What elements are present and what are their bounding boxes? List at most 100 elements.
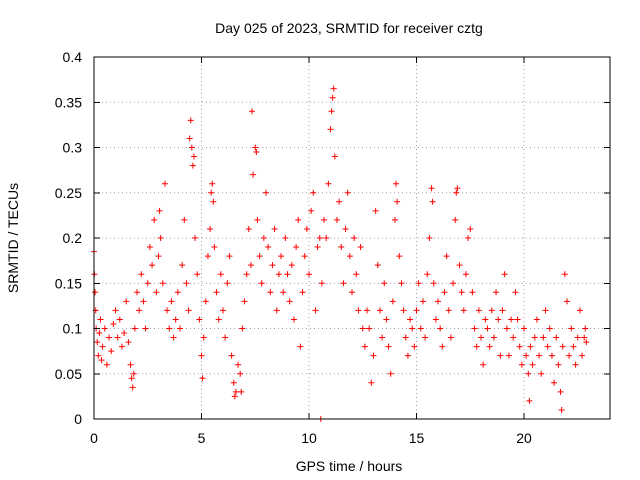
data-point [256,253,263,260]
data-point [235,361,242,368]
data-point [456,262,463,269]
data-point [172,316,179,323]
data-point [366,325,373,332]
y-tick-label: 0.2 [63,230,83,246]
data-point [142,325,149,332]
data-point [293,244,300,251]
x-tick-labels: 0 5 10 15 20 [90,430,532,446]
data-point [258,280,265,287]
data-point [310,189,317,196]
data-point [297,343,304,350]
data-point [523,352,530,359]
data-point [136,307,143,314]
data-point [155,253,162,260]
data-point [368,379,375,386]
data-point [106,334,113,341]
data-point [157,235,164,241]
data-point [211,244,218,251]
data-point [508,316,515,323]
data-point [271,225,278,232]
data-point [170,334,177,341]
data-point [533,316,540,323]
y-tick-label: 0 [74,411,82,427]
data-point [325,180,332,187]
data-point [435,298,441,305]
data-point [574,334,581,341]
data-point [303,225,310,232]
data-point [295,216,302,223]
data-point [475,307,482,314]
data-point [553,334,560,341]
data-point [128,375,135,382]
data-point [392,216,398,223]
data-point [462,271,469,278]
data-point [196,316,203,323]
data-point [278,253,285,260]
data-point [419,298,426,305]
data-point [353,271,360,278]
data-point [228,352,235,359]
data-point [183,280,190,287]
data-point [437,325,444,332]
data-point [568,325,575,332]
data-point [321,216,328,223]
data-point [263,189,269,196]
data-point [181,216,188,223]
data-point [213,289,220,296]
y-tick-label: 0.4 [63,49,83,65]
y-tick-label: 0.3 [63,140,83,156]
data-point [103,361,110,368]
data-point [200,334,207,341]
data-point [96,330,103,337]
data-point [209,180,216,187]
data-point [409,325,416,332]
data-point [189,162,196,169]
data-point [301,253,308,260]
data-point [94,339,101,346]
data-point [469,289,476,296]
data-point [471,325,478,332]
data-point [493,289,500,296]
axis-ticks [93,56,610,420]
data-point [288,262,295,269]
data-point [458,289,465,296]
data-point [99,343,106,350]
data-point [188,144,195,151]
data-point [460,307,467,314]
data-point [207,225,214,232]
data-point [346,253,353,260]
data-point [454,185,461,192]
data-point [159,280,166,287]
y-tick-label: 0.05 [55,366,82,382]
data-point [98,357,105,364]
data-point [252,144,259,151]
data-point [393,180,400,187]
data-point [238,388,245,395]
data-point [308,207,315,214]
data-point [208,189,215,196]
data-point [583,339,590,346]
data-point [306,271,312,278]
data-point [164,307,171,314]
data-point [250,171,257,178]
data-point [125,339,132,346]
data-point [370,352,377,359]
data-point [510,334,517,341]
data-point [329,94,336,101]
data-point [557,388,564,395]
data-point [138,271,145,278]
data-point [247,262,254,269]
data-point [441,289,448,296]
data-point [232,388,239,395]
data-point [95,352,102,359]
data-point [110,320,117,327]
data-point [453,189,460,196]
data-point [497,352,504,359]
data-point [249,108,256,115]
data-point [518,361,525,368]
data-point [253,149,260,156]
y-tick-label: 0.15 [55,275,82,291]
data-point [558,406,565,413]
data-point [166,325,173,332]
